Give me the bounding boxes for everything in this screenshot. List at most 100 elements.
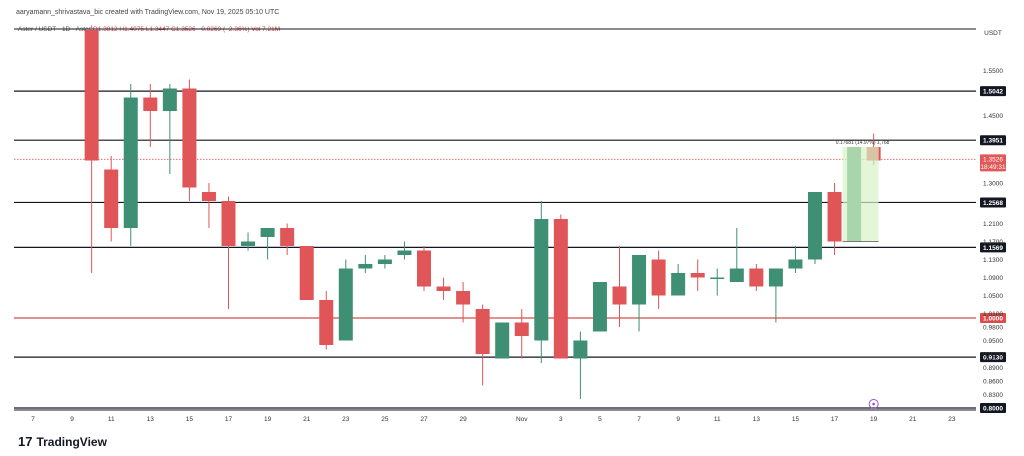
- candle-body: [534, 219, 549, 341]
- measure-annotation: 0.17681 (14.97%) 1,768: [836, 140, 890, 146]
- level-tag-label: 0.8000: [983, 405, 1003, 412]
- time-tick: 29: [459, 416, 467, 423]
- candle-body: [690, 273, 705, 278]
- event-marker-dot: [872, 402, 875, 406]
- time-tick: 7: [31, 416, 35, 423]
- time-tick: 27: [420, 416, 428, 423]
- candle-body: [84, 30, 99, 161]
- candle-body: [514, 322, 529, 336]
- currency-label: USDT: [984, 30, 1002, 37]
- level-tag: [980, 197, 1006, 208]
- price-tick: 1.1300: [983, 257, 1003, 264]
- price-tick: 1.0100: [983, 311, 1003, 318]
- level-tag: [980, 352, 1006, 363]
- candle-body: [671, 273, 686, 296]
- chart-credit: aaryamann_shrivastava_bic created with T…: [16, 9, 280, 16]
- price-tick: 1.4500: [983, 113, 1003, 120]
- candle-body: [358, 264, 373, 269]
- level-tag-label: 0.9130: [983, 355, 1003, 362]
- candle-body: [495, 322, 510, 359]
- candle-body: [377, 259, 392, 264]
- candle-body: [338, 268, 353, 341]
- price-tick: 0.9800: [983, 324, 1003, 331]
- time-tick: 21: [303, 416, 311, 423]
- price-tick: 1.2100: [983, 221, 1003, 228]
- tradingview-logo-icon: 17: [18, 434, 33, 449]
- time-tick: 21: [909, 416, 917, 423]
- level-tag-label: 1.2568: [983, 200, 1003, 207]
- level-tag: [980, 403, 1006, 413]
- measure-box: [842, 147, 879, 242]
- time-tick: 9: [676, 416, 680, 423]
- candle-body: [710, 277, 725, 279]
- time-tick: 15: [792, 416, 800, 423]
- tradingview-logo: 17 TradingView: [18, 434, 107, 449]
- candle-body: [729, 268, 744, 282]
- candle-body: [182, 88, 197, 188]
- candle-body: [749, 268, 764, 287]
- level-tag: [980, 86, 1006, 97]
- time-tick: 19: [870, 416, 878, 423]
- level-tag: [980, 135, 1006, 146]
- candle-body: [456, 291, 471, 305]
- candle-body: [768, 268, 783, 287]
- level-tag-label: 1.0000: [983, 315, 1003, 322]
- candle-body: [260, 228, 275, 237]
- time-tick: Nov: [516, 416, 528, 423]
- candle-body: [651, 259, 666, 296]
- overlays: 0.17681 (14.97%) 1,768: [836, 140, 890, 409]
- tradingview-brand-name: TradingView: [36, 434, 107, 449]
- time-tick: 23: [342, 416, 350, 423]
- price-tick: 0.9200: [983, 351, 1003, 358]
- price-tick: 1.0900: [983, 275, 1003, 282]
- price-tick: 1.5500: [983, 68, 1003, 75]
- candle-body: [123, 97, 138, 228]
- price-tick: 0.8900: [983, 365, 1003, 372]
- time-tick: 7: [637, 416, 641, 423]
- price-tick: 1.0500: [983, 293, 1003, 300]
- current-price-tag: [980, 154, 1006, 172]
- time-tick: 17: [225, 416, 233, 423]
- level-tag-label: 1.1569: [983, 245, 1003, 252]
- candle-body: [319, 300, 334, 345]
- candle-body: [104, 169, 119, 228]
- candle-body: [553, 219, 568, 359]
- event-marker-icon: [868, 399, 879, 409]
- candles: [84, 25, 881, 399]
- candle-body: [201, 192, 216, 201]
- time-tick: 25: [381, 416, 389, 423]
- candle-body: [299, 246, 314, 300]
- price-tick: 0.9500: [983, 338, 1003, 345]
- current-price-label: 1.3526: [983, 157, 1003, 164]
- time-axis: 7 9 11 13 15 17 19 21 23 25 27 29 Nov 3 5 7 9 11 13 15 17 19 2…: [31, 416, 956, 423]
- price-tick: 0.8300: [983, 392, 1003, 399]
- candle-body: [241, 241, 256, 246]
- time-tick: 13: [147, 416, 155, 423]
- time-tick: 11: [108, 416, 115, 423]
- level-tag: [980, 242, 1006, 253]
- time-tick: 9: [70, 416, 74, 423]
- time-tick: 17: [831, 416, 839, 423]
- price-tick: 0.8600: [983, 378, 1003, 385]
- candle-body: [397, 250, 412, 255]
- time-tick: 19: [264, 416, 272, 423]
- candle-body: [573, 340, 588, 359]
- price-tick: 1.1700: [983, 239, 1003, 246]
- level-tag: [980, 313, 1006, 323]
- level-tag-label: 1.3951: [983, 138, 1003, 145]
- time-tick: 11: [714, 416, 721, 423]
- price-axis: 1.5042 1.3951 1.2568 1.1569 1.0000 0.9130 0.80…: [980, 30, 1006, 413]
- time-tick: 13: [753, 416, 761, 423]
- time-tick: 3: [559, 416, 563, 423]
- candle-body: [162, 88, 177, 111]
- candle-body: [417, 250, 431, 287]
- time-tick: 23: [948, 416, 956, 423]
- candle-body: [788, 259, 803, 269]
- candle-body: [143, 97, 158, 111]
- candle-body: [436, 286, 451, 291]
- candle-body: [808, 192, 822, 260]
- candle-body: [632, 255, 647, 305]
- countdown-label: 18:49:31: [980, 164, 1006, 171]
- candle-body: [827, 192, 842, 242]
